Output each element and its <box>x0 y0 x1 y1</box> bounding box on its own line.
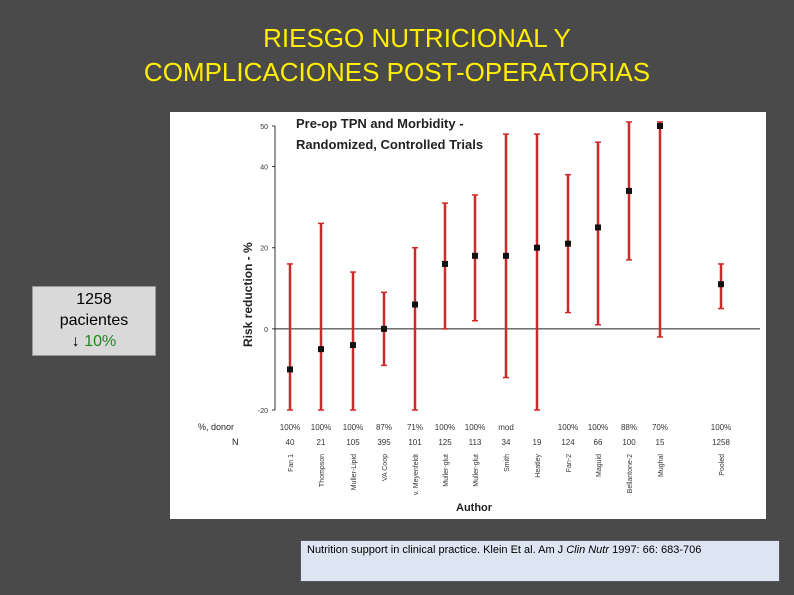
pct-donor-label: 100% <box>280 423 300 432</box>
pct-donor-label: 100% <box>465 423 485 432</box>
y-tick-label: 40 <box>260 165 268 172</box>
n-label: 125 <box>438 438 452 447</box>
author-label: Heatley <box>535 454 542 478</box>
author-label: Smith <box>504 454 511 472</box>
author-label: VA Coop <box>382 454 389 481</box>
chart-title-2: Randomized, Controlled Trials <box>296 137 483 152</box>
y-tick-label: 50 <box>260 124 268 131</box>
y-tick-label: 20 <box>260 246 268 253</box>
summary-callout: 1258 pacientes ↓ 10% <box>32 286 156 356</box>
author-label: v. Meyenfeldt <box>413 454 420 495</box>
estimate-point <box>565 240 571 247</box>
estimate-point <box>350 342 356 349</box>
author-label: Bellantone-2 <box>627 454 634 493</box>
n-label: 66 <box>594 438 603 447</box>
estimate-point <box>657 123 663 129</box>
y-tick-label: -20 <box>258 408 268 415</box>
estimate-point <box>595 224 601 231</box>
estimate-point <box>412 301 418 308</box>
pct-donor-label: 100% <box>588 423 608 432</box>
y-tick-label: 0 <box>264 327 268 334</box>
n-label: 21 <box>317 438 326 447</box>
callout-count: 1258 <box>76 291 112 308</box>
n-label: 105 <box>346 438 360 447</box>
pct-donor-label: 88% <box>621 423 637 432</box>
pct-donor-label: 70% <box>652 423 668 432</box>
pct-donor-label: 100% <box>435 423 455 432</box>
n-label: 395 <box>377 438 391 447</box>
n-label: 34 <box>502 438 511 447</box>
chart-title-1: Pre-op TPN and Morbidity - <box>296 116 464 131</box>
citation-text: Nutrition support in clinical practice. … <box>307 544 567 556</box>
down-arrow-icon: ↓ <box>71 333 80 350</box>
n-label: 15 <box>656 438 665 447</box>
estimate-point <box>534 244 540 251</box>
author-label: Muller-glut <box>443 454 450 487</box>
n-label: 1258 <box>712 438 730 447</box>
n-label: 19 <box>533 438 542 447</box>
estimate-point <box>718 281 724 288</box>
citation-journal: Clin Nutr <box>566 544 610 556</box>
n-label: 113 <box>469 438 482 447</box>
n-label: 101 <box>408 438 422 447</box>
estimate-point <box>381 325 387 332</box>
pct-donor-label: 100% <box>711 423 731 432</box>
slide-title-line-2: COMPLICACIONES POST-OPERATORIAS <box>143 57 651 87</box>
callout-label: pacientes <box>59 312 129 329</box>
author-label: Thompson <box>319 454 326 487</box>
x-axis-label: Author <box>456 502 493 514</box>
n-label: 124 <box>561 438 575 447</box>
forest-chart: Pre-op TPN and Morbidity - Randomized, C… <box>170 112 766 519</box>
author-label: Mughal <box>658 454 665 477</box>
pct-row-label: %, donor <box>198 422 234 432</box>
author-label: Fan-2 <box>566 454 573 472</box>
author-label: Maguid <box>596 454 603 477</box>
chart-svg: Pre-op TPN and Morbidity - Randomized, C… <box>198 116 760 514</box>
pct-donor-label: mod <box>498 423 514 432</box>
estimate-point <box>503 252 509 259</box>
pct-donor-label: 71% <box>407 423 423 432</box>
author-label: Muller-glut <box>473 454 480 487</box>
citation-box: Nutrition support in clinical practice. … <box>300 540 780 582</box>
author-label: Fan 1 <box>288 454 295 472</box>
pct-donor-label: 100% <box>558 423 578 432</box>
slide-title-line-1: RIESGO NUTRICIONAL Y <box>263 23 571 53</box>
pct-donor-label: 100% <box>343 423 363 432</box>
y-axis-label: Risk reduction - % <box>241 242 255 347</box>
pct-donor-label: 87% <box>376 423 392 432</box>
citation-ref: 1997: 66: 683-706 <box>609 544 702 556</box>
estimate-point <box>318 346 324 353</box>
n-row-label: N <box>232 437 239 447</box>
estimate-point <box>287 366 293 373</box>
estimate-point <box>626 187 632 194</box>
author-label: Pooled <box>719 454 726 476</box>
pct-donor-label: 100% <box>311 423 331 432</box>
n-label: 40 <box>286 438 295 447</box>
estimate-point <box>472 252 478 259</box>
callout-reduction-line: ↓ 10% <box>33 331 155 352</box>
n-label: 100 <box>622 438 636 447</box>
estimate-point <box>442 260 448 267</box>
callout-reduction: 10% <box>84 333 117 350</box>
author-label: Muller-Lipid <box>351 454 358 490</box>
